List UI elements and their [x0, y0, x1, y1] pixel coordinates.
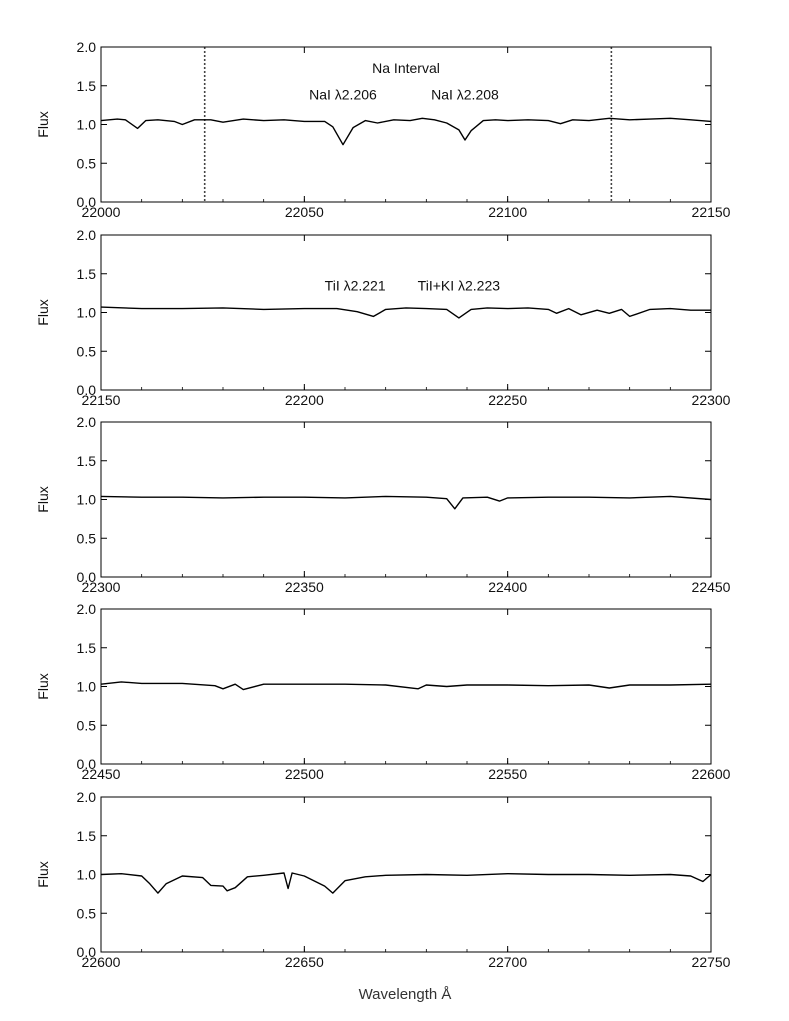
y-tick-label: 2.0	[77, 39, 97, 55]
plot-frame	[100, 234, 712, 391]
panel-1: 0.0 0.5 1.0 1.5 2.0 22000 22050 22100 22150 Flux N…	[35, 39, 731, 220]
x-tick-label: 22500	[285, 766, 324, 782]
spectrum-line	[100, 306, 711, 319]
y-tick-label: 1.0	[77, 117, 97, 133]
x-tick-label: 22200	[285, 392, 324, 408]
x-tick-label: 22550	[488, 766, 527, 782]
line-annotation: TiI+KI λ2.223	[418, 278, 501, 294]
y-tick-label: 0.0	[77, 382, 97, 398]
line-annotation: TiI λ2.221	[325, 278, 386, 294]
y-tick-label: 0.0	[77, 569, 97, 585]
y-tick-label: 0.0	[77, 944, 97, 960]
x-axis-label: Wavelength Å	[359, 986, 452, 1003]
x-tick-label: 22450	[692, 579, 731, 595]
y-tick-label: 0.5	[77, 905, 97, 921]
plot-frame	[100, 796, 712, 953]
y-tick-label: 1.0	[77, 492, 97, 508]
x-tick-label: 22400	[488, 579, 527, 595]
x-tick-label: 22000	[82, 204, 121, 220]
spectrum-line	[100, 117, 712, 146]
y-tick-label: 1.0	[77, 305, 97, 321]
plot-frame	[100, 46, 712, 203]
y-tick-label: 1.0	[77, 679, 97, 695]
x-tick-label: 22350	[285, 579, 324, 595]
y-tick-label: 1.5	[77, 828, 97, 844]
panel-5: 0.0 0.5 1.0 1.5 2.0 22600 22650 22700 22750 Flux	[35, 789, 731, 970]
x-tick-label: 22600	[82, 954, 121, 970]
x-tick-label: 22100	[488, 204, 527, 220]
plot-frame	[100, 421, 712, 578]
y-tick-label: 0.0	[77, 194, 97, 210]
y-tick-label: 2.0	[77, 414, 97, 430]
y-tick-label: 0.0	[77, 756, 97, 772]
x-tick-label: 22700	[488, 954, 527, 970]
y-axis-label: Flux	[35, 486, 51, 512]
spectrum-line	[100, 495, 712, 510]
line-annotation: NaI λ2.208	[431, 86, 499, 102]
x-tick-label: 22300	[692, 392, 731, 408]
y-tick-label: 2.0	[77, 227, 97, 243]
panel-title: Na Interval	[372, 60, 440, 76]
spectrum-line	[100, 872, 712, 894]
y-tick-label: 2.0	[77, 601, 97, 617]
x-tick-label: 22600	[692, 766, 731, 782]
x-tick-label: 22150	[82, 392, 121, 408]
y-tick-label: 0.5	[77, 155, 97, 171]
y-tick-label: 1.5	[77, 453, 97, 469]
y-axis-label: Flux	[35, 299, 51, 325]
x-tick-label: 22250	[488, 392, 527, 408]
x-tick-label: 22450	[82, 766, 121, 782]
x-tick-label: 22750	[692, 954, 731, 970]
y-tick-label: 1.5	[77, 78, 97, 94]
y-tick-label: 1.5	[77, 640, 97, 656]
x-tick-label: 22050	[285, 204, 324, 220]
x-tick-label: 22650	[285, 954, 324, 970]
line-annotation: NaI λ2.206	[309, 86, 377, 102]
panel-3: 0.0 0.5 1.0 1.5 2.0 22300 22350 22400 22450 Flux	[35, 414, 731, 595]
y-tick-label: 0.5	[77, 343, 97, 359]
y-tick-label: 1.5	[77, 266, 97, 282]
x-tick-label: 22300	[82, 579, 121, 595]
plot-frame	[100, 608, 712, 765]
panel-4: 0.0 0.5 1.0 1.5 2.0 22450 22500 22550 22600 Flux	[35, 601, 731, 782]
y-tick-label: 0.5	[77, 717, 97, 733]
spectrum-line	[100, 681, 712, 691]
y-axis-label: Flux	[35, 861, 51, 887]
x-tick-label: 22150	[692, 204, 731, 220]
y-axis-label: Flux	[35, 111, 51, 137]
y-tick-label: 1.0	[77, 867, 97, 883]
y-tick-label: 2.0	[77, 789, 97, 805]
y-axis-label: Flux	[35, 673, 51, 699]
panel-2: 0.0 0.5 1.0 1.5 2.0 22150 22200 22250 22300 Flux T…	[35, 227, 731, 408]
y-tick-label: 0.5	[77, 530, 97, 546]
